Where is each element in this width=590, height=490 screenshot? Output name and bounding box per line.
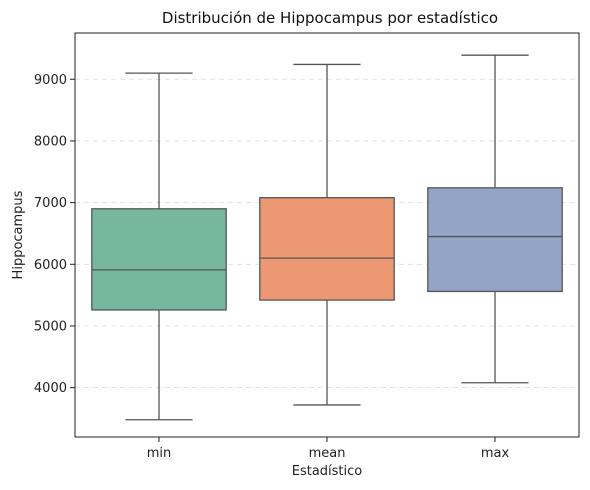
box-mean xyxy=(259,197,395,301)
y-tick-label: 4000 xyxy=(34,381,67,396)
y-tick-label: 7000 xyxy=(34,196,67,211)
x-tick-label-min: min xyxy=(147,446,172,461)
y-tick-label: 6000 xyxy=(34,258,67,273)
y-axis-label: Hippocampus xyxy=(11,190,26,279)
box-max xyxy=(427,187,563,293)
box-group-min xyxy=(91,72,227,421)
y-tick-label: 9000 xyxy=(34,73,67,88)
chart-title: Distribución de Hippocampus por estadíst… xyxy=(162,9,498,27)
box-group-max xyxy=(427,54,563,384)
y-tick-label: 8000 xyxy=(34,134,67,149)
box-group-mean xyxy=(259,63,395,406)
box-layer xyxy=(91,54,563,421)
x-axis-label: Estadístico xyxy=(292,464,363,479)
x-tick-label-max: max xyxy=(481,446,510,461)
y-tick-label: 5000 xyxy=(34,319,67,334)
x-tick-label-mean: mean xyxy=(309,446,346,461)
box-min xyxy=(91,208,227,311)
x-axis: min mean max xyxy=(147,437,510,461)
y-axis: 4000 5000 6000 7000 8000 9000 xyxy=(34,73,75,396)
